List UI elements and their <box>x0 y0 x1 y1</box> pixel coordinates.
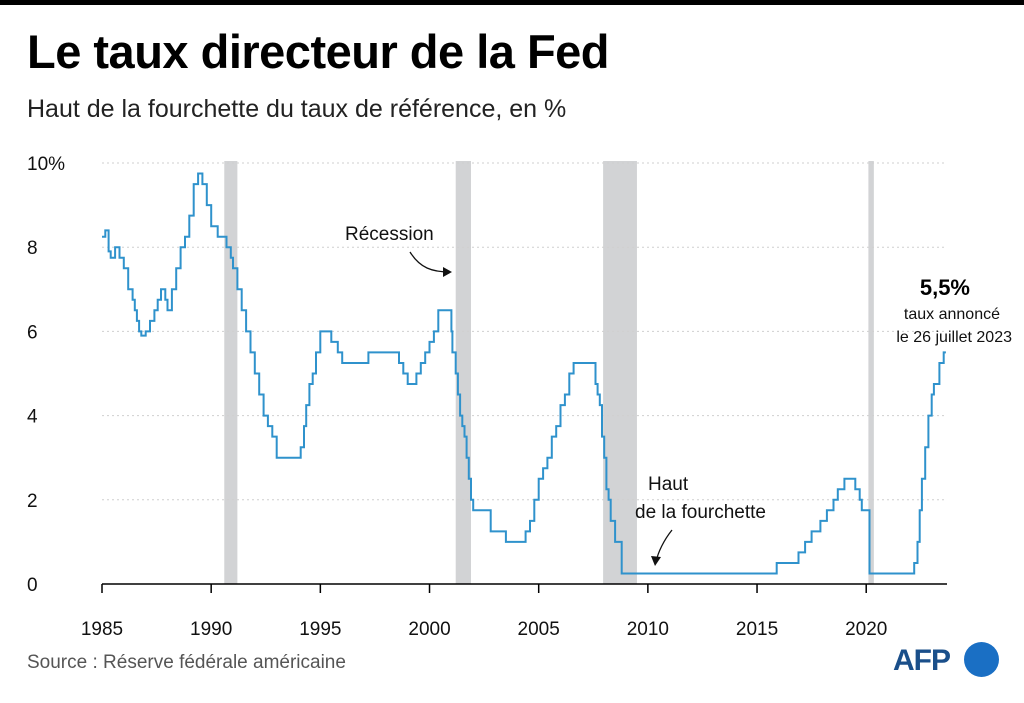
x-tick-label-1995: 1995 <box>299 619 341 640</box>
x-axis-ticks: 1985 1990 1995 2000 2005 2010 2015 2020 <box>81 584 887 640</box>
y-tick-label-0: 0 <box>27 575 38 596</box>
range-label-line2: de la fourchette <box>635 502 766 523</box>
chart-title: Le taux directeur de la Fed <box>27 25 610 78</box>
series-line-fed-rate <box>102 172 946 575</box>
y-axis-ticks: 0 2 4 6 8 10% <box>27 154 65 596</box>
recession-band-2 <box>603 161 637 584</box>
recession-band-3 <box>868 161 874 584</box>
source-note: Source : Réserve fédérale américaine <box>27 652 346 673</box>
x-tick-label-2005: 2005 <box>518 619 560 640</box>
x-tick-label-2000: 2000 <box>408 619 450 640</box>
recession-bands <box>224 161 874 584</box>
end-note-line2: le 26 juillet 2023 <box>896 329 1012 346</box>
end-value-label: 5,5% <box>920 275 970 300</box>
y-tick-label-4: 4 <box>27 407 38 428</box>
recession-arrow-head <box>443 267 452 277</box>
afp-logo-text: AFP <box>893 644 951 677</box>
x-tick-label-2020: 2020 <box>845 619 887 640</box>
recession-band-0 <box>224 161 238 584</box>
x-tick-label-1990: 1990 <box>190 619 232 640</box>
afp-logo-dot <box>964 642 999 677</box>
recession-band-1 <box>455 161 472 584</box>
y-tick-label-8: 8 <box>27 238 38 259</box>
x-tick-label-1985: 1985 <box>81 619 123 640</box>
end-note-line1: taux annoncé <box>904 306 1000 323</box>
range-arrow-head <box>651 556 661 566</box>
y-tick-label-6: 6 <box>27 322 38 343</box>
range-label-line1: Haut <box>648 474 689 495</box>
x-tick-label-2015: 2015 <box>736 619 778 640</box>
grid-lines <box>102 162 947 501</box>
x-tick-label-2010: 2010 <box>627 619 669 640</box>
y-tick-label-10: 10% <box>27 154 65 175</box>
chart-subtitle: Haut de la fourchette du taux de référen… <box>27 95 567 123</box>
recession-label: Récession <box>345 224 434 245</box>
y-tick-label-2: 2 <box>27 491 38 512</box>
top-rule <box>0 0 1024 5</box>
afp-logo: AFP <box>893 640 1005 682</box>
